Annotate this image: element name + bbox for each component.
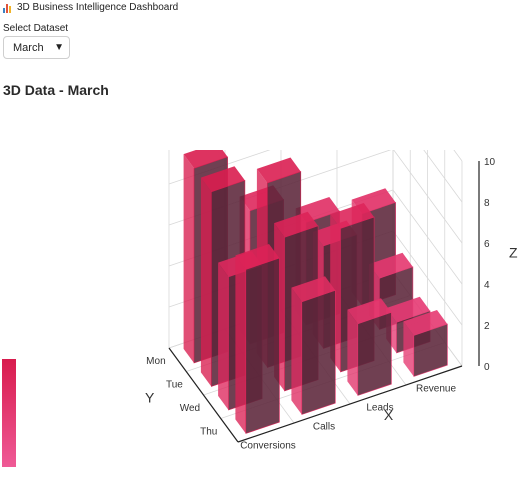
3d-bar-chart[interactable]: Conversions Calls Leads Revenue Mon Tue Wed Thu… [0,150,519,500]
y-tick-label: Mon [146,356,165,367]
y-tick-label: Wed [180,403,200,414]
dataset-select[interactable]: March ▼ [3,36,70,59]
bars [183,150,448,434]
app-title-text: 3D Business Intelligence Dashboard [17,2,179,13]
y-tick-label: Thu [200,426,217,437]
bar-conversions-thu [235,244,280,434]
x-tick-label: Revenue [416,384,456,395]
bar-leads-thu [347,298,392,396]
app-title: 3D Business Intelligence Dashboard [3,2,178,13]
chart-title: 3D Data - March [3,82,109,98]
z-axis-title: Z [509,244,518,260]
dataset-selected-value: March [13,41,44,54]
chevron-down-icon: ▼ [54,42,64,53]
z-tick-label: 0 [484,362,490,373]
y-axis-title: Y [145,389,155,405]
bar-chart-icon [3,3,13,13]
z-tick-label: 8 [484,198,490,209]
z-tick-label: 4 [484,280,490,291]
bar-calls-thu [291,276,336,415]
z-tick-label: 10 [484,157,496,168]
x-tick-label: Leads [366,403,393,414]
dataset-label: Select Dataset [3,23,69,34]
x-tick-label: Calls [313,422,335,433]
y-tick-label: Tue [166,379,183,390]
axis-labels: Conversions Calls Leads Revenue Mon Tue Wed Thu… [145,157,518,452]
z-tick-label: 6 [484,239,490,250]
x-axis-title: X [384,407,394,423]
x-tick-label: Conversions [240,441,296,452]
z-tick-label: 2 [484,321,490,332]
bar-revenue-thu [403,310,448,377]
colorbar [2,359,16,467]
